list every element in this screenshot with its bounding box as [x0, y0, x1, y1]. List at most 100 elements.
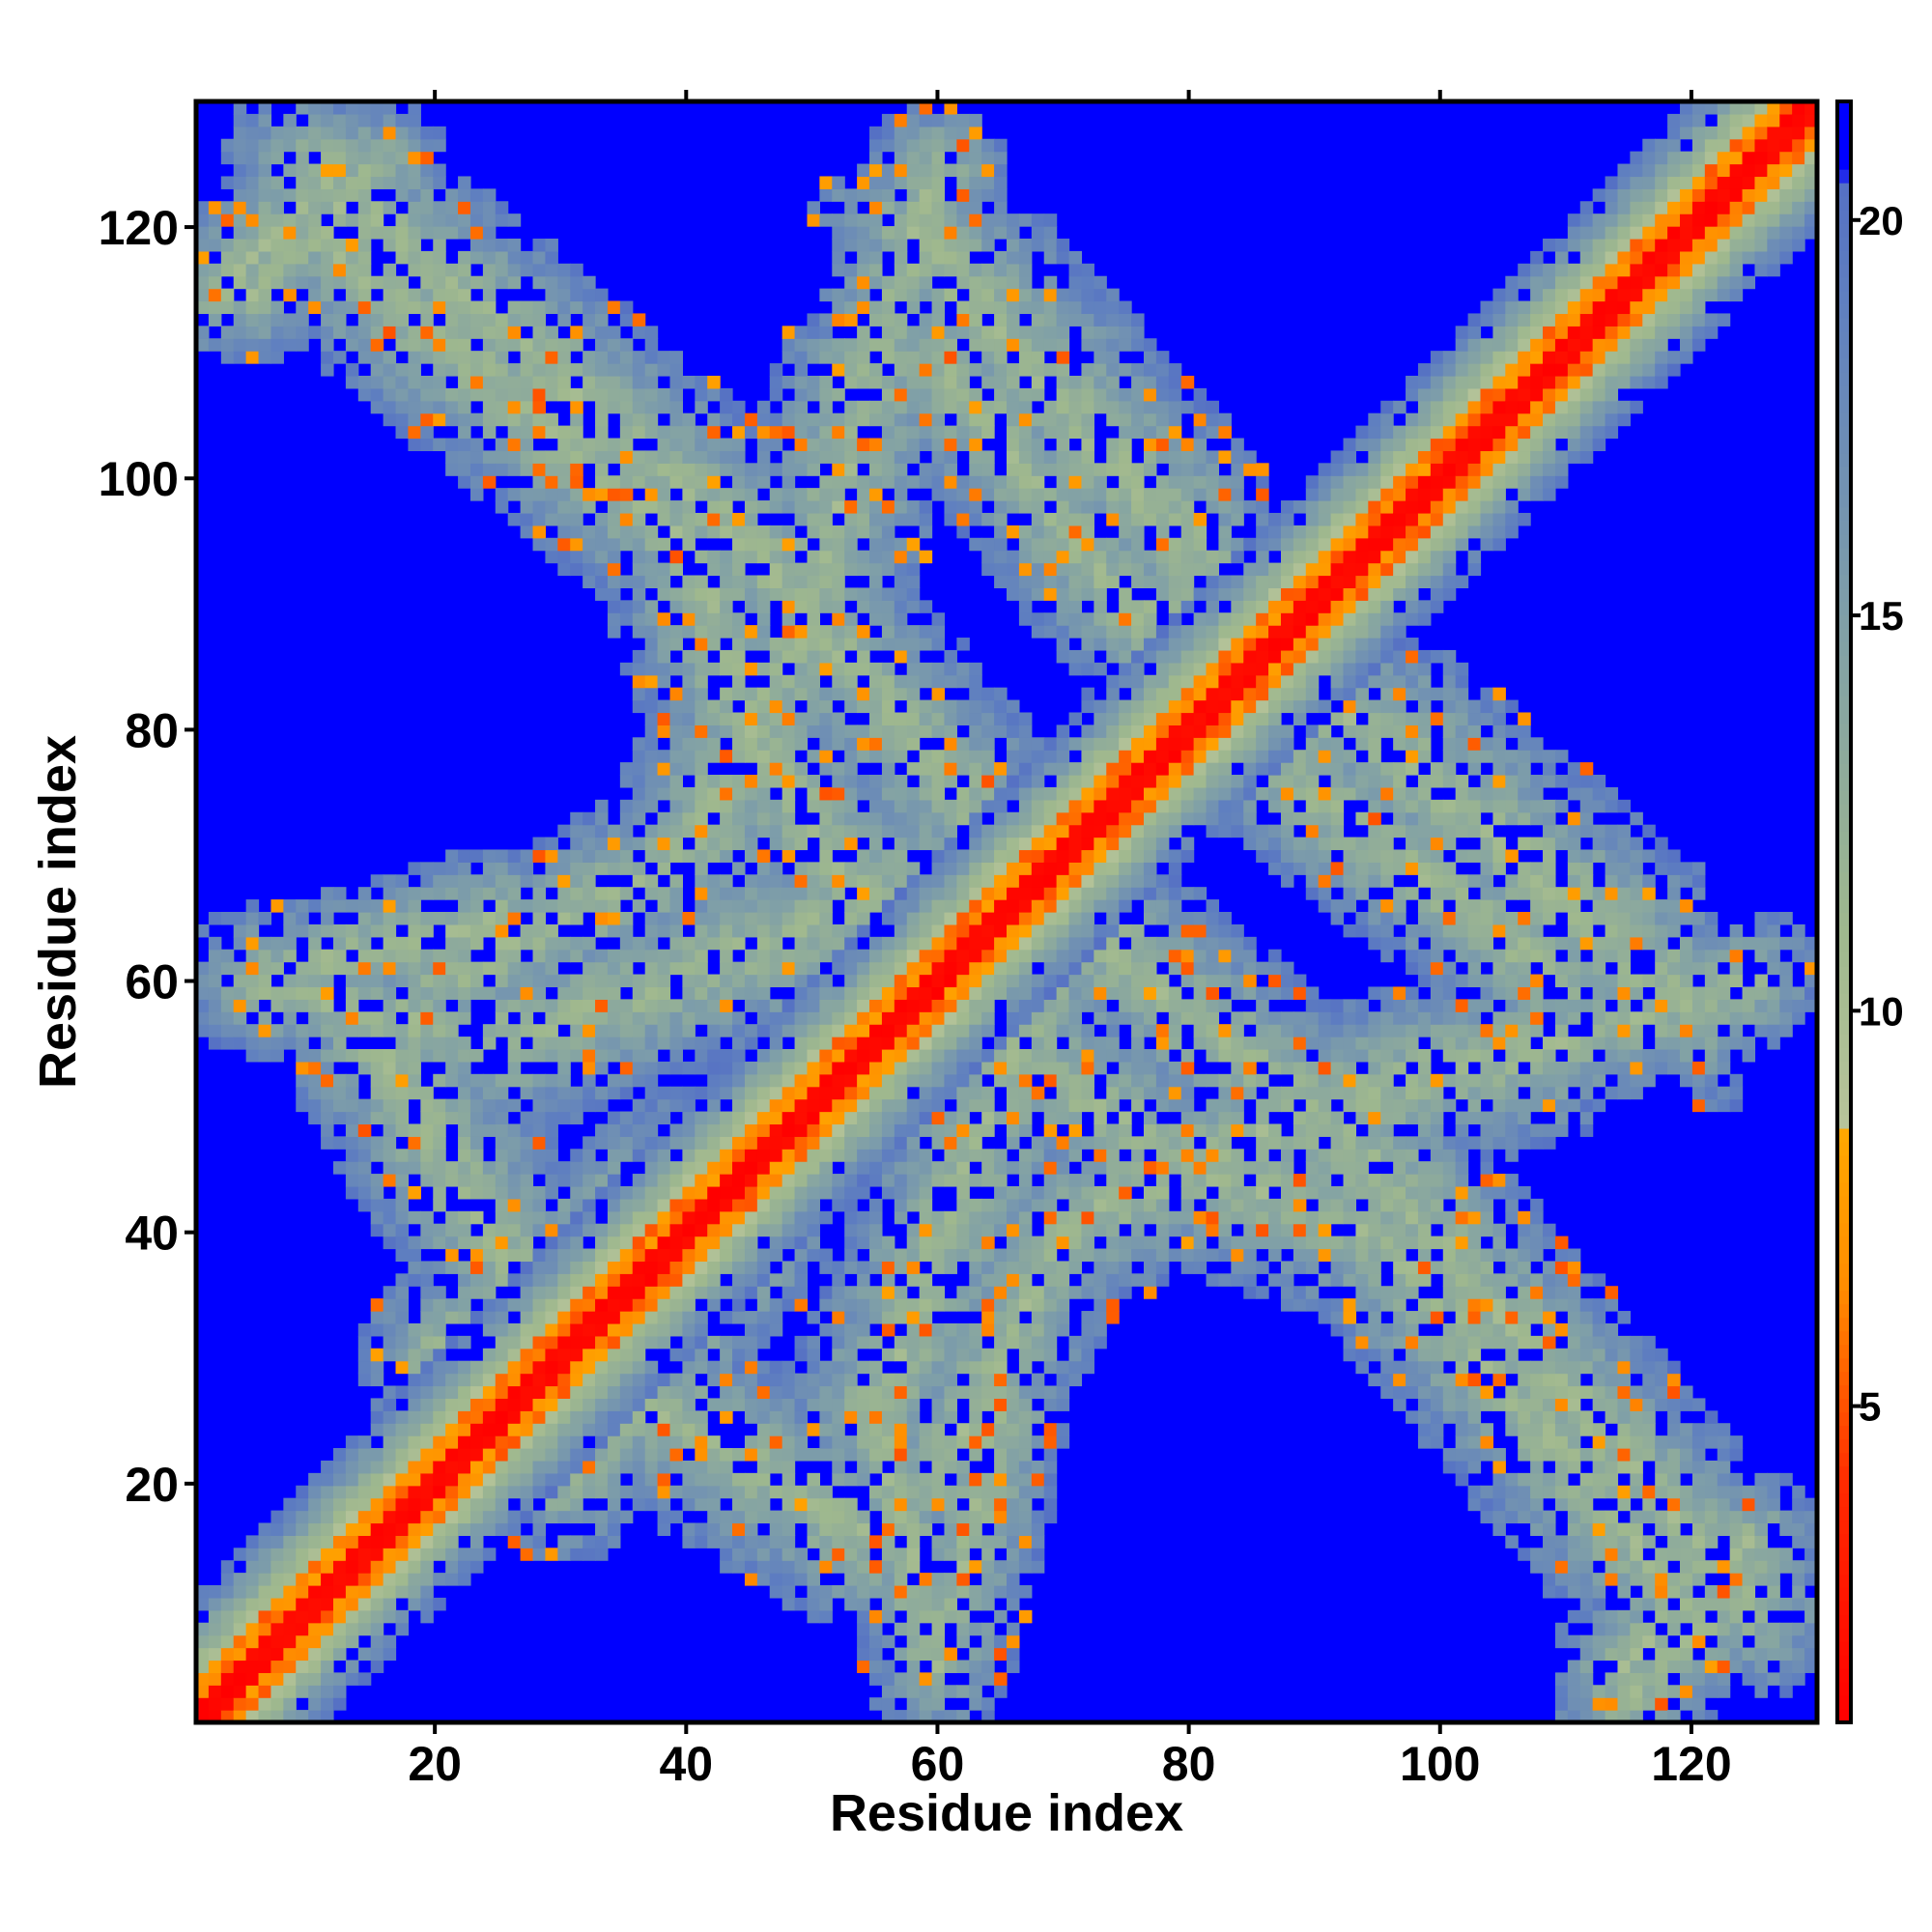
- heatmap-cell: [657, 387, 671, 402]
- heatmap-cell: [732, 575, 746, 588]
- heatmap-cell: [794, 387, 809, 402]
- heatmap-cell: [919, 263, 933, 277]
- heatmap-cell: [781, 1111, 796, 1125]
- heatmap-cell: [357, 899, 372, 913]
- heatmap-cell: [395, 113, 410, 128]
- heatmap-cell: [819, 811, 833, 826]
- heatmap-cell: [931, 750, 946, 763]
- heatmap-cell: [781, 1198, 796, 1212]
- heatmap-cell: [944, 1548, 957, 1561]
- heatmap-cell: [931, 1647, 946, 1662]
- heatmap-cell: [756, 1560, 771, 1574]
- heatmap-cell: [944, 912, 957, 925]
- heatmap-cell: [370, 1585, 384, 1599]
- heatmap-cell: [695, 762, 708, 776]
- heatmap-cell: [395, 363, 410, 377]
- heatmap-cell: [769, 912, 783, 925]
- heatmap-cell: [881, 226, 895, 240]
- heatmap-cell: [682, 1136, 696, 1150]
- heatmap-cell: [906, 923, 921, 938]
- heatmap-cell: [720, 936, 733, 951]
- heatmap-cell: [944, 724, 957, 738]
- heatmap-cell: [919, 1697, 933, 1711]
- heatmap-cell: [445, 1111, 459, 1125]
- heatmap-cell: [482, 961, 497, 976]
- heatmap-cell: [208, 1710, 222, 1723]
- heatmap-cell: [894, 151, 908, 165]
- heatmap-cell: [332, 1460, 347, 1474]
- heatmap-cell: [582, 1360, 596, 1375]
- heatmap-cell: [682, 1248, 696, 1263]
- heatmap-cell: [408, 188, 421, 202]
- heatmap-cell: [756, 824, 771, 838]
- heatmap-cell: [981, 275, 995, 290]
- heatmap-cell: [408, 1261, 421, 1274]
- heatmap-cell: [781, 949, 796, 963]
- heatmap-cell: [832, 649, 845, 664]
- heatmap-cell: [296, 151, 309, 165]
- heatmap-cell: [482, 1223, 497, 1237]
- heatmap-cell: [881, 1435, 895, 1449]
- heatmap-cell: [981, 1435, 995, 1449]
- heatmap-cell: [744, 1086, 758, 1100]
- heatmap-cell: [395, 226, 410, 240]
- heatmap-cell: [769, 1460, 783, 1474]
- heatmap-cell: [258, 1011, 272, 1025]
- heatmap-cell: [956, 1522, 970, 1536]
- heatmap-cell: [994, 500, 1008, 514]
- heatmap-cell: [969, 138, 982, 153]
- heatmap-cell: [707, 1460, 721, 1474]
- heatmap-cell: [956, 1710, 970, 1723]
- heatmap-cell: [695, 887, 708, 900]
- heatmap-cell: [781, 1286, 796, 1299]
- heatmap-cell: [357, 1472, 372, 1487]
- heatmap-cell: [769, 662, 783, 676]
- heatmap-cell: [532, 1460, 547, 1474]
- heatmap-cell: [969, 811, 982, 826]
- heatmap-cell: [931, 351, 946, 364]
- heatmap-cell: [906, 550, 921, 564]
- heatmap-cell: [321, 1560, 334, 1574]
- heatmap-cell: [756, 1098, 771, 1113]
- heatmap-cell: [482, 1460, 497, 1474]
- heatmap-cell: [208, 1634, 222, 1649]
- heatmap-cell: [732, 649, 746, 664]
- heatmap-cell: [969, 837, 982, 851]
- heatmap-cell: [469, 313, 484, 327]
- heatmap-cell: [345, 126, 359, 140]
- heatmap-cell: [296, 1622, 309, 1636]
- heatmap-cell: [570, 500, 583, 514]
- heatmap-cell: [781, 1423, 796, 1436]
- heatmap-cell: [981, 899, 995, 913]
- heatmap-cell: [781, 674, 796, 689]
- heatmap-cell: [433, 1149, 446, 1162]
- heatmap-cell: [832, 1560, 845, 1574]
- heatmap-cell: [720, 587, 733, 601]
- heatmap-cell: [906, 387, 921, 402]
- heatmap-cell: [769, 1410, 783, 1424]
- heatmap-cell: [619, 1149, 634, 1162]
- heatmap-cell: [619, 961, 634, 976]
- heatmap-cell: [869, 400, 883, 414]
- heatmap-cell: [956, 1086, 970, 1100]
- heatmap-cell: [756, 625, 771, 639]
- heatmap-cell: [595, 1223, 609, 1237]
- heatmap-cell: [807, 512, 820, 526]
- heatmap-cell: [944, 737, 957, 751]
- heatmap-cell: [869, 811, 883, 826]
- heatmap-cell: [781, 351, 796, 364]
- heatmap-cell: [931, 126, 946, 140]
- heatmap-cell: [570, 1111, 583, 1125]
- heatmap-cell: [657, 351, 671, 364]
- heatmap-cell: [420, 1360, 434, 1375]
- heatmap-cell: [819, 737, 833, 751]
- heatmap-cell: [557, 1286, 571, 1299]
- heatmap-cell: [619, 1385, 634, 1399]
- heatmap-cell: [769, 1522, 783, 1536]
- heatmap-cell: [919, 1073, 933, 1088]
- heatmap-cell: [208, 1660, 222, 1673]
- heatmap-cell: [794, 1210, 809, 1225]
- heatmap-cell: [944, 961, 957, 976]
- heatmap-cell: [619, 1185, 634, 1200]
- heatmap-cell: [507, 1223, 522, 1237]
